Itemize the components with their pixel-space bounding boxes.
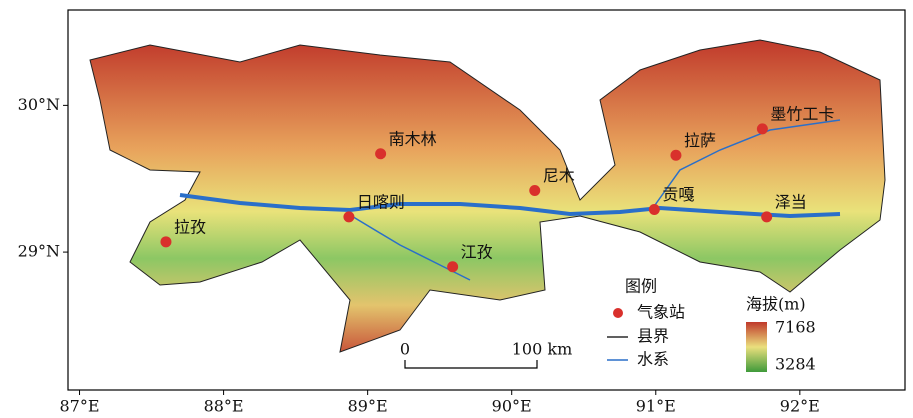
- station: [756, 123, 768, 135]
- legend-station: 气象站: [637, 303, 685, 322]
- station-label: 尼木: [543, 166, 575, 185]
- x-tick-label: 89°E: [348, 397, 388, 416]
- river: [349, 214, 471, 281]
- scale-bar: [404, 360, 538, 369]
- y-tick-label: 29°N: [18, 242, 60, 261]
- y-tick-label: 30°N: [18, 95, 60, 114]
- station: [761, 211, 773, 223]
- station-label: 贡嘎: [662, 185, 694, 204]
- station: [529, 184, 541, 196]
- x-tick-label: 92°E: [780, 397, 820, 416]
- legend-title: 图例: [625, 277, 657, 296]
- river: [654, 119, 841, 206]
- station: [648, 204, 660, 216]
- x-tick-label: 87°E: [60, 397, 100, 416]
- station-label: 拉孜: [174, 217, 206, 236]
- x-tick-label: 91°E: [636, 397, 676, 416]
- river: [179, 193, 841, 219]
- x-tick-label: 88°E: [204, 397, 244, 416]
- station: [447, 261, 459, 273]
- station-label: 南木林: [389, 129, 437, 148]
- station-label: 江孜: [461, 242, 493, 261]
- legend-station-symbol: [613, 308, 623, 318]
- station: [343, 211, 355, 223]
- scale-end: 100 km: [512, 340, 573, 359]
- station: [375, 148, 387, 160]
- station-label: 日喀则: [357, 192, 405, 211]
- station: [160, 236, 172, 248]
- elevation-title: 海拔(m): [746, 295, 806, 314]
- legend-county: 县界: [637, 327, 669, 346]
- legend-river: 水系: [637, 350, 669, 369]
- station-label: 泽当: [775, 192, 807, 211]
- elevation-min: 3284: [775, 355, 816, 374]
- x-tick-label: 90°E: [492, 397, 532, 416]
- terrain: [89, 39, 886, 353]
- station-label: 墨竹工卡: [770, 104, 834, 123]
- elevation-ramp: [746, 322, 767, 372]
- elevation-max: 7168: [775, 318, 816, 337]
- station: [670, 149, 682, 161]
- station-label: 拉萨: [684, 131, 716, 150]
- scale-start: 0: [400, 340, 410, 359]
